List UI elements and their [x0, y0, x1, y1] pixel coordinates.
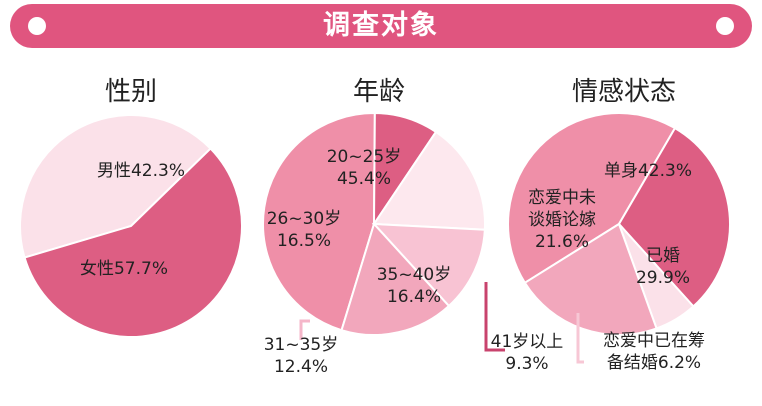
pie-slice	[262, 111, 376, 332]
pie-slice	[372, 130, 486, 231]
pie-slice	[523, 222, 658, 336]
relationship-pie	[507, 112, 731, 336]
title-banner: 调查对象	[10, 4, 752, 48]
slice-label: 35~40岁 16.4%	[377, 265, 452, 307]
slice-label: 男性42.3%	[97, 161, 185, 181]
pie-slice	[507, 112, 677, 285]
leader-line-31-35	[299, 319, 310, 340]
age-pie	[262, 111, 486, 336]
leader-line-41plus	[484, 282, 505, 352]
pie-slice	[371, 222, 486, 308]
slice-label: 已婚 29.9%	[636, 246, 690, 288]
slice-label: 恋爱中未谈婚论嫁 21.6%	[528, 187, 596, 252]
pie-slice	[340, 222, 451, 336]
banner-title: 调查对象	[323, 10, 439, 41]
pie-slice	[23, 147, 243, 338]
slice-label: 单身42.3%	[604, 161, 692, 181]
banner-left-dot	[28, 17, 46, 35]
pie-slice	[19, 114, 212, 259]
slice-label: 26~30岁 16.5%	[267, 209, 342, 251]
slice-label: 恋爱中已在筹备结婚6.2%	[603, 330, 705, 373]
slice-label: 31~35岁 12.4%	[264, 335, 339, 377]
relationship-pie-title: 情感状态	[572, 77, 676, 107]
leader-line-engaged	[576, 313, 584, 364]
slice-label: 女性57.7%	[80, 259, 168, 279]
gender-pie-title: 性别	[105, 77, 157, 107]
slice-label: 41岁以上 9.3%	[491, 332, 564, 374]
slice-label: 20~25岁 45.4%	[327, 147, 402, 189]
age-pie-title: 年龄	[353, 77, 405, 107]
gender-pie	[19, 114, 243, 338]
banner-right-dot	[716, 17, 734, 35]
pie-slice	[617, 126, 731, 308]
